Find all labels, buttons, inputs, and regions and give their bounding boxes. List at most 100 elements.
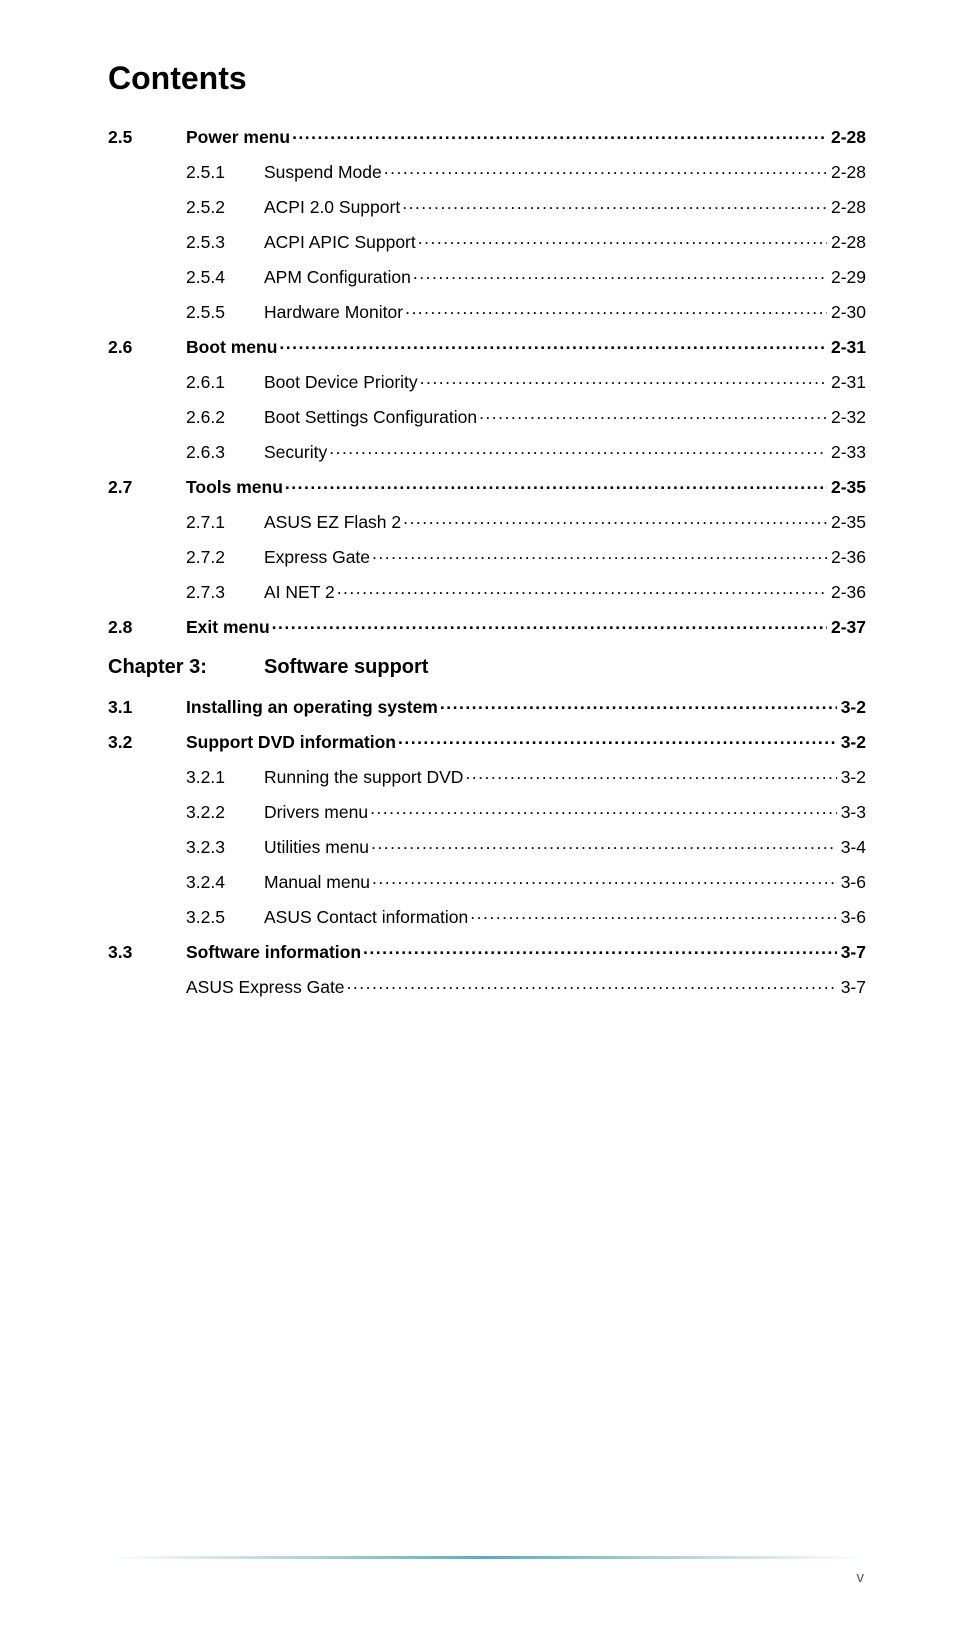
toc-leader bbox=[337, 580, 827, 598]
toc-subsection-number: 2.6.3 bbox=[186, 444, 264, 462]
toc-row: ASUS Express Gate 3-7 bbox=[108, 975, 866, 996]
toc-page: 3-2 bbox=[839, 699, 866, 717]
toc-leader bbox=[420, 370, 827, 388]
toc-row: 2.5.3ACPI APIC Support 2-28 bbox=[108, 230, 866, 251]
toc-label: Installing an operating system bbox=[186, 699, 438, 717]
toc-page: 3-4 bbox=[839, 839, 866, 857]
toc-leader bbox=[370, 800, 837, 818]
toc-page: 2-28 bbox=[829, 199, 866, 217]
toc-page: 2-29 bbox=[829, 269, 866, 287]
toc-row: 2.5Power menu 2-28 bbox=[108, 125, 866, 146]
toc-leader bbox=[405, 300, 827, 318]
toc-page: 2-28 bbox=[829, 234, 866, 252]
toc-label: ASUS EZ Flash 2 bbox=[264, 514, 401, 532]
toc-subsection-number: 3.2.2 bbox=[186, 804, 264, 822]
toc-leader bbox=[329, 440, 827, 458]
toc-leader bbox=[440, 695, 837, 713]
toc-page: 2-36 bbox=[829, 549, 866, 567]
toc-label: ACPI 2.0 Support bbox=[264, 199, 400, 217]
toc-page: 3-7 bbox=[839, 944, 866, 962]
toc-label: Power menu bbox=[186, 129, 290, 147]
toc-leader bbox=[398, 730, 837, 748]
toc-page: 2-35 bbox=[829, 479, 866, 497]
toc-page: 2-33 bbox=[829, 444, 866, 462]
toc-row: 3.2.3Utilities menu 3-4 bbox=[108, 835, 866, 856]
toc-row: 3.1Installing an operating system 3-2 bbox=[108, 695, 866, 716]
toc-row: 2.7Tools menu 2-35 bbox=[108, 475, 866, 496]
toc-subsection-number: 2.5.1 bbox=[186, 164, 264, 182]
toc-leader bbox=[413, 265, 827, 283]
toc-page: 2-31 bbox=[829, 339, 866, 357]
toc-row: 3.2.1Running the support DVD 3-2 bbox=[108, 765, 866, 786]
toc-label: Suspend Mode bbox=[264, 164, 382, 182]
toc-leader bbox=[479, 405, 827, 423]
toc-subsection-number: 3.2.5 bbox=[186, 909, 264, 927]
page-title: Contents bbox=[108, 60, 866, 97]
footer-page-number: v bbox=[108, 1569, 866, 1586]
toc-row: 2.6.2Boot Settings Configuration 2-32 bbox=[108, 405, 866, 426]
toc-row: 3.2.4Manual menu 3-6 bbox=[108, 870, 866, 891]
toc-page: 3-6 bbox=[839, 909, 866, 927]
toc-page: 3-3 bbox=[839, 804, 866, 822]
toc-label: AI NET 2 bbox=[264, 584, 335, 602]
toc-row: 3.2.2Drivers menu 3-3 bbox=[108, 800, 866, 821]
toc-block-2: 3.1Installing an operating system 3-23.2… bbox=[108, 695, 866, 996]
toc-leader bbox=[363, 940, 837, 958]
toc-leader bbox=[272, 615, 827, 633]
toc-row: 2.5.5Hardware Monitor 2-30 bbox=[108, 300, 866, 321]
toc-page: 2-30 bbox=[829, 304, 866, 322]
toc-page: 3-2 bbox=[839, 734, 866, 752]
toc-page: 2-31 bbox=[829, 374, 866, 392]
toc-label: Drivers menu bbox=[264, 804, 368, 822]
toc-page: 3-7 bbox=[839, 979, 866, 997]
toc-leader bbox=[285, 475, 827, 493]
toc-label: Hardware Monitor bbox=[264, 304, 403, 322]
toc-label: Boot menu bbox=[186, 339, 277, 357]
footer-rule bbox=[108, 1556, 866, 1559]
toc-subsection-number: 3.2.1 bbox=[186, 769, 264, 787]
toc-leader bbox=[372, 545, 827, 563]
toc-row: 2.8Exit menu 2-37 bbox=[108, 615, 866, 636]
toc-leader bbox=[347, 975, 837, 993]
toc-page: 3-2 bbox=[839, 769, 866, 787]
toc-page: 2-28 bbox=[829, 164, 866, 182]
toc-page: 2-28 bbox=[829, 129, 866, 147]
toc-section-number: 2.5 bbox=[108, 129, 186, 147]
chapter-number: Chapter 3: bbox=[108, 656, 264, 679]
chapter-title: Software support bbox=[264, 656, 428, 679]
toc-row: 2.7.1ASUS EZ Flash 2 2-35 bbox=[108, 510, 866, 531]
toc-page: 2-35 bbox=[829, 514, 866, 532]
toc-section-number: 2.8 bbox=[108, 619, 186, 637]
toc-subsection-number: 2.7.3 bbox=[186, 584, 264, 602]
toc-label: Tools menu bbox=[186, 479, 283, 497]
toc-label: Express Gate bbox=[264, 549, 370, 567]
toc-section-number: 3.3 bbox=[108, 944, 186, 962]
toc-subsection-number: 2.5.2 bbox=[186, 199, 264, 217]
toc-row: 3.2.5ASUS Contact information 3-6 bbox=[108, 905, 866, 926]
toc-subsection-number: 2.6.2 bbox=[186, 409, 264, 427]
toc-label: Boot Device Priority bbox=[264, 374, 418, 392]
toc-label: Running the support DVD bbox=[264, 769, 463, 787]
toc-row: 3.3Software information 3-7 bbox=[108, 940, 866, 961]
toc-subsection-number: 2.7.2 bbox=[186, 549, 264, 567]
toc-label: APM Configuration bbox=[264, 269, 411, 287]
toc-subsection-number: 2.7.1 bbox=[186, 514, 264, 532]
toc-label: Manual menu bbox=[264, 874, 370, 892]
toc-section-number: 2.6 bbox=[108, 339, 186, 357]
toc-label: Exit menu bbox=[186, 619, 270, 637]
toc-row: 2.5.2ACPI 2.0 Support 2-28 bbox=[108, 195, 866, 216]
toc-row: 2.6Boot menu 2-31 bbox=[108, 335, 866, 356]
toc-block-1: 2.5Power menu 2-28 2.5.1Suspend Mode 2-28… bbox=[108, 125, 866, 636]
toc-subsection-number: 2.5.5 bbox=[186, 304, 264, 322]
toc-label: Boot Settings Configuration bbox=[264, 409, 477, 427]
toc-leader bbox=[418, 230, 827, 248]
toc-label: ASUS Express Gate bbox=[186, 979, 345, 997]
toc-page: 2-37 bbox=[829, 619, 866, 637]
toc-row: 2.7.3AI NET 2 2-36 bbox=[108, 580, 866, 601]
toc-section-number: 3.1 bbox=[108, 699, 186, 717]
toc-page: 3-6 bbox=[839, 874, 866, 892]
toc-leader bbox=[403, 510, 827, 528]
toc-row: 2.7.2Express Gate 2-36 bbox=[108, 545, 866, 566]
toc-section-number: 2.7 bbox=[108, 479, 186, 497]
toc-leader bbox=[402, 195, 827, 213]
